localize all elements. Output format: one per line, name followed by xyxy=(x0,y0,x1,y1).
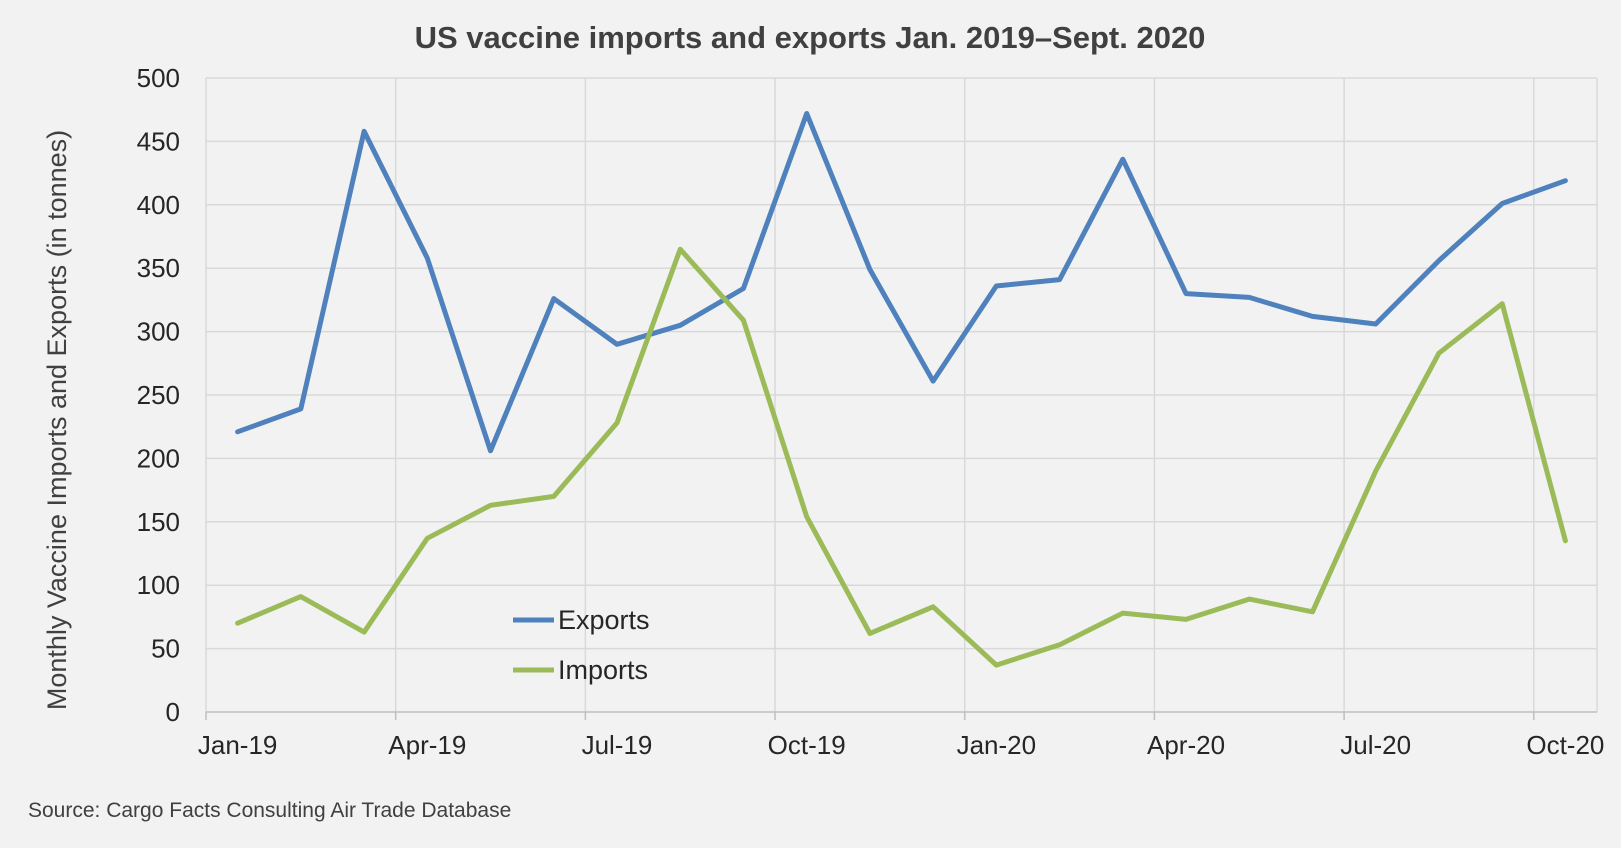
series-lines xyxy=(235,111,1568,668)
x-tick-label: Jul-19 xyxy=(582,730,653,760)
x-tick-label: Jan-19 xyxy=(198,730,278,760)
x-tick-label: Oct-19 xyxy=(768,730,846,760)
y-tick-label: 350 xyxy=(137,253,180,283)
y-tick-label: 50 xyxy=(151,634,180,664)
gridlines xyxy=(205,77,1598,712)
x-tick-label: Jul-20 xyxy=(1340,730,1411,760)
x-tick-label: Apr-19 xyxy=(388,730,466,760)
legend: Exports Imports xyxy=(513,605,650,685)
legend-label-imports: Imports xyxy=(558,655,648,685)
y-tick-label: 0 xyxy=(166,697,180,727)
axes: 0 50 100 150 200 250 300 350 400 450 500 Jan-19 Apr-… xyxy=(137,63,1605,760)
y-axis-label: Monthly Vaccine Imports and Exports (in … xyxy=(42,130,72,710)
y-tick-label: 150 xyxy=(137,507,180,537)
y-tick-label: 450 xyxy=(137,126,180,156)
y-tick-label: 400 xyxy=(137,190,180,220)
y-tick-label: 100 xyxy=(137,570,180,600)
y-tick-label: 500 xyxy=(137,63,180,93)
y-tick-label: 250 xyxy=(137,380,180,410)
series-line-exports xyxy=(235,111,1568,454)
x-tick-label: Apr-20 xyxy=(1147,730,1225,760)
series-line-imports xyxy=(235,246,1568,668)
source-note: Source: Cargo Facts Consulting Air Trade… xyxy=(28,799,511,822)
y-tick-label: 200 xyxy=(137,443,180,473)
x-tick-label: Oct-20 xyxy=(1526,730,1604,760)
y-tick-label: 300 xyxy=(137,317,180,347)
chart-title: US vaccine imports and exports Jan. 2019… xyxy=(415,20,1206,55)
legend-label-exports: Exports xyxy=(558,605,650,635)
x-tick-label: Jan-20 xyxy=(957,730,1037,760)
